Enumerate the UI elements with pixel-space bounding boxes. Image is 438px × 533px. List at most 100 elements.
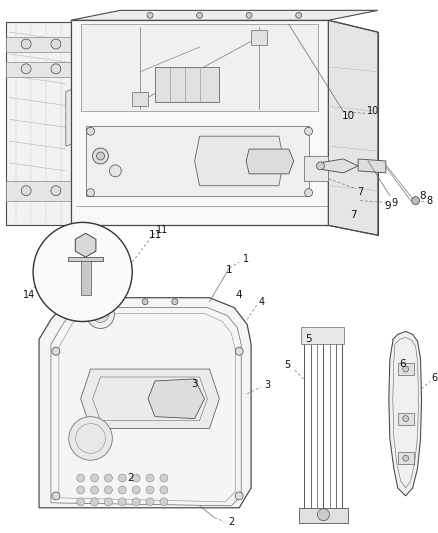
Polygon shape [398, 453, 413, 464]
Circle shape [235, 492, 243, 500]
Circle shape [52, 492, 60, 500]
Text: 14: 14 [32, 280, 46, 290]
Text: 2: 2 [127, 473, 134, 483]
Circle shape [51, 64, 61, 74]
Circle shape [132, 498, 140, 506]
Text: 5: 5 [285, 360, 291, 370]
Polygon shape [155, 67, 219, 101]
Circle shape [132, 486, 140, 494]
Circle shape [403, 455, 409, 461]
Polygon shape [299, 508, 348, 523]
Circle shape [92, 148, 109, 164]
Text: 9: 9 [385, 200, 391, 211]
Text: 8: 8 [419, 191, 426, 200]
Circle shape [412, 197, 420, 205]
Circle shape [51, 185, 61, 196]
Polygon shape [194, 136, 284, 185]
Polygon shape [148, 379, 205, 418]
Circle shape [77, 486, 85, 494]
Circle shape [132, 474, 140, 482]
Text: 9: 9 [392, 198, 398, 207]
Polygon shape [71, 20, 328, 225]
Circle shape [160, 498, 168, 506]
Circle shape [21, 39, 31, 49]
Polygon shape [398, 413, 413, 425]
Text: 13: 13 [90, 259, 101, 268]
Text: 1: 1 [243, 254, 249, 264]
Circle shape [69, 417, 113, 460]
Polygon shape [6, 62, 71, 77]
Polygon shape [246, 149, 294, 174]
Polygon shape [132, 92, 148, 107]
Text: 6: 6 [431, 373, 438, 383]
Polygon shape [85, 126, 309, 196]
Circle shape [304, 127, 313, 135]
Circle shape [92, 306, 109, 322]
Circle shape [21, 64, 31, 74]
Polygon shape [304, 156, 328, 181]
Polygon shape [81, 24, 318, 111]
Circle shape [403, 366, 409, 372]
Polygon shape [251, 30, 267, 45]
Polygon shape [71, 10, 378, 20]
Circle shape [142, 298, 148, 305]
Polygon shape [318, 159, 358, 173]
Polygon shape [81, 261, 91, 295]
Text: 1: 1 [226, 265, 233, 275]
Circle shape [91, 498, 99, 506]
Circle shape [118, 498, 126, 506]
Circle shape [91, 486, 99, 494]
Text: 10: 10 [367, 107, 379, 116]
Circle shape [104, 486, 113, 494]
Polygon shape [6, 181, 71, 200]
Circle shape [197, 12, 202, 18]
Polygon shape [81, 369, 219, 429]
Text: 4: 4 [259, 297, 265, 306]
Polygon shape [68, 257, 103, 261]
Circle shape [33, 222, 132, 321]
Text: 6: 6 [399, 359, 406, 369]
Text: 2: 2 [228, 516, 234, 527]
Text: 14: 14 [23, 290, 35, 300]
Circle shape [87, 301, 114, 328]
Circle shape [403, 416, 409, 422]
Text: 5: 5 [305, 334, 312, 344]
Circle shape [110, 165, 121, 177]
Polygon shape [300, 327, 344, 344]
Polygon shape [6, 22, 71, 225]
Polygon shape [398, 363, 413, 375]
Circle shape [296, 12, 302, 18]
Circle shape [118, 474, 126, 482]
Circle shape [91, 474, 99, 482]
Polygon shape [328, 20, 378, 235]
Circle shape [160, 486, 168, 494]
Text: 7: 7 [357, 187, 363, 197]
Circle shape [87, 127, 95, 135]
Polygon shape [6, 37, 71, 52]
Circle shape [172, 298, 178, 305]
Polygon shape [66, 87, 81, 146]
Text: 11: 11 [156, 225, 168, 236]
Text: 3: 3 [264, 380, 270, 390]
Circle shape [96, 152, 104, 160]
Circle shape [146, 474, 154, 482]
Polygon shape [389, 332, 421, 496]
Text: 13: 13 [82, 248, 95, 258]
Circle shape [118, 486, 126, 494]
Text: 10: 10 [342, 111, 355, 122]
Polygon shape [75, 233, 96, 257]
Circle shape [104, 474, 113, 482]
Circle shape [146, 486, 154, 494]
Circle shape [147, 12, 153, 18]
Circle shape [87, 189, 95, 197]
Circle shape [77, 498, 85, 506]
Circle shape [318, 509, 329, 521]
Circle shape [317, 162, 325, 170]
Circle shape [21, 185, 31, 196]
Text: 3: 3 [191, 379, 198, 389]
Circle shape [304, 189, 313, 197]
Circle shape [160, 474, 168, 482]
Circle shape [246, 12, 252, 18]
Text: 11: 11 [148, 230, 162, 240]
Text: 4: 4 [236, 290, 243, 300]
